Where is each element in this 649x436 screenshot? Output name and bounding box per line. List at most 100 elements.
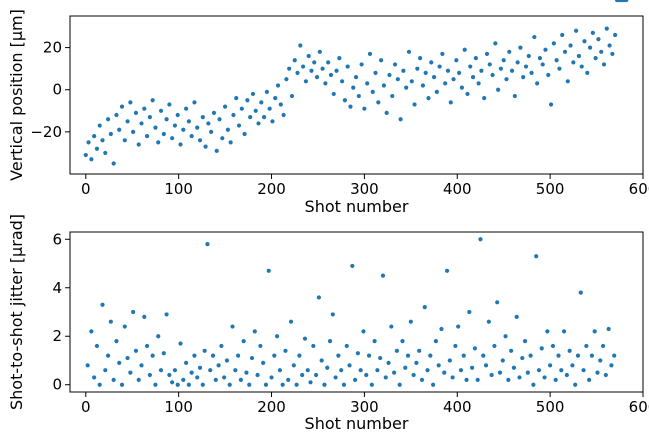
data-point — [227, 382, 232, 387]
data-point — [262, 115, 267, 120]
data-point — [133, 110, 139, 116]
data-point — [334, 68, 339, 73]
data-point — [419, 377, 425, 382]
data-point — [277, 368, 282, 373]
data-point — [266, 268, 271, 273]
data-point — [451, 77, 456, 82]
data-point — [511, 365, 517, 370]
data-point — [142, 106, 147, 111]
data-point — [592, 329, 597, 334]
data-point — [105, 117, 111, 122]
data-point — [100, 138, 105, 143]
data-point — [509, 348, 514, 353]
data-point — [289, 93, 295, 99]
data-point — [418, 56, 423, 61]
data-point — [158, 368, 164, 373]
data-point — [559, 368, 564, 373]
data-point — [490, 72, 495, 78]
data-point — [328, 72, 334, 78]
data-point — [189, 133, 194, 139]
data-point — [496, 87, 501, 92]
data-point — [587, 377, 592, 382]
data-point — [571, 60, 576, 65]
data-point — [607, 43, 612, 48]
data-point — [390, 93, 395, 99]
data-point — [409, 79, 414, 84]
x-tick-label: 300 — [350, 180, 379, 198]
data-point — [470, 74, 476, 80]
data-point — [89, 329, 94, 334]
data-point — [108, 131, 113, 137]
data-point — [479, 68, 484, 73]
data-point — [300, 372, 305, 378]
data-point — [373, 70, 378, 75]
data-point — [610, 51, 615, 57]
data-point — [172, 368, 178, 373]
data-point — [575, 353, 581, 358]
data-point — [353, 377, 358, 382]
data-point — [156, 140, 161, 145]
data-point — [128, 370, 133, 375]
data-point — [556, 353, 561, 358]
y-tick-label: 20 — [43, 39, 62, 57]
data-point — [358, 368, 363, 373]
data-point — [238, 377, 243, 382]
data-point — [401, 68, 406, 73]
data-point — [200, 115, 205, 120]
data-point — [131, 309, 136, 315]
data-point — [503, 334, 508, 339]
data-point — [351, 85, 356, 90]
data-point — [532, 34, 537, 40]
data-point — [317, 49, 322, 54]
data-point — [590, 30, 595, 35]
data-point — [436, 363, 441, 368]
data-point — [481, 353, 486, 358]
data-point — [333, 375, 338, 380]
data-point — [568, 43, 573, 48]
data-point — [114, 338, 119, 344]
data-point — [337, 56, 342, 61]
data-point — [216, 363, 221, 368]
x-tick-label: 600 — [629, 180, 649, 198]
data-point — [186, 382, 191, 387]
data-point — [386, 360, 391, 366]
data-point — [434, 89, 439, 94]
data-point — [553, 377, 558, 382]
data-point — [448, 100, 453, 105]
data-point — [365, 81, 370, 86]
data-point — [261, 360, 266, 366]
data-point — [366, 353, 372, 358]
data-point — [467, 309, 472, 315]
data-point — [482, 96, 487, 101]
x-tick-label: 400 — [443, 398, 472, 416]
data-point — [305, 368, 310, 373]
data-point — [561, 329, 567, 334]
data-point — [245, 98, 250, 103]
data-point — [209, 129, 214, 134]
data-point — [298, 43, 303, 48]
data-point — [506, 377, 511, 382]
data-point — [543, 47, 548, 52]
data-point — [585, 70, 590, 75]
data-point — [236, 123, 242, 128]
data-point — [515, 60, 520, 65]
data-point — [600, 343, 606, 349]
data-point — [534, 254, 539, 259]
data-point — [222, 104, 228, 109]
y-tick-label: 2 — [52, 327, 62, 345]
data-point — [244, 370, 249, 375]
data-point — [147, 372, 152, 378]
x-tick-label: 500 — [536, 180, 565, 198]
data-point — [397, 382, 402, 387]
data-point — [606, 326, 611, 332]
data-point — [392, 62, 398, 67]
data-point — [278, 102, 283, 107]
data-point — [206, 121, 211, 126]
data-point — [604, 26, 609, 31]
data-point — [574, 28, 579, 33]
data-point — [376, 100, 381, 105]
data-point — [447, 358, 452, 363]
x-tick-label: 100 — [164, 398, 193, 416]
data-point — [581, 368, 586, 373]
x-tick-label: 400 — [443, 180, 472, 198]
